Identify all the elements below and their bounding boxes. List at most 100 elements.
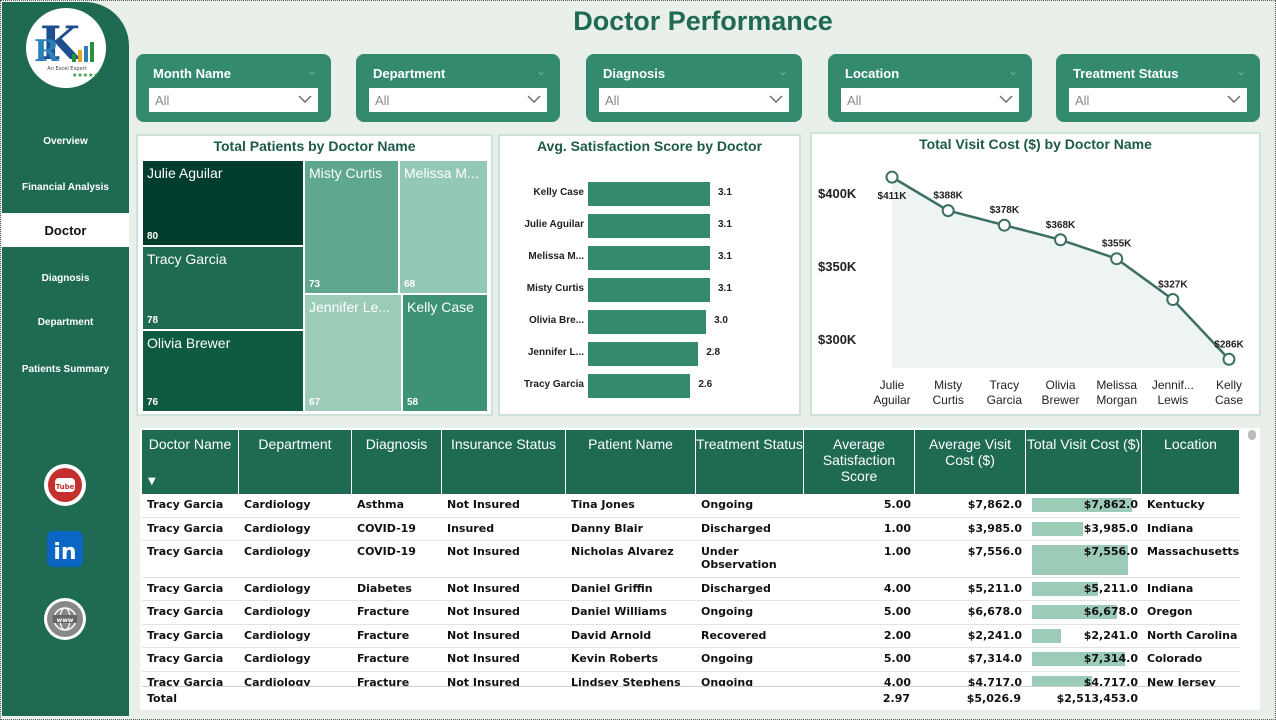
bar[interactable] bbox=[588, 278, 710, 302]
column-header[interactable]: Insurance Status bbox=[442, 430, 566, 494]
x-tick-label: Olivia bbox=[1045, 378, 1075, 392]
table-cell: $7,314.0 bbox=[967, 652, 1022, 665]
sort-desc-icon[interactable]: ▼ bbox=[148, 476, 156, 487]
table-cell: Fracture bbox=[357, 652, 410, 665]
chevron-down-icon[interactable]: ⌄ bbox=[777, 64, 788, 78]
data-point[interactable] bbox=[941, 204, 955, 218]
slicer-label: Location bbox=[845, 66, 900, 81]
table-cell: $3,985.0 bbox=[1083, 522, 1138, 535]
column-header[interactable]: Patient Name bbox=[566, 430, 696, 494]
chevron-down-icon[interactable]: ⌄ bbox=[306, 64, 317, 78]
patient-table: Doctor Name Department Diagnosis Insurance … bbox=[140, 428, 1260, 710]
logo-subtitle: An Excel Expert bbox=[47, 66, 87, 72]
column-header[interactable]: Total Visit Cost ($) bbox=[1026, 430, 1142, 494]
nav-financial-analysis[interactable]: Financial Analysis bbox=[22, 181, 109, 193]
treemap-tile[interactable]: Jennifer Le... 67 bbox=[304, 294, 402, 412]
table-row[interactable]: Tracy Garcia Cardiology Fracture Not Insure… bbox=[142, 601, 1240, 625]
bar-row: Julie Aguilar 3.1 bbox=[500, 214, 800, 238]
table-cell: $6,678.0 bbox=[967, 605, 1022, 618]
chevron-down-icon[interactable]: ⌄ bbox=[1235, 64, 1246, 78]
table-row[interactable]: Tracy Garcia Cardiology Fracture Not Insure… bbox=[142, 648, 1240, 672]
treemap-tile[interactable]: Melissa M... 68 bbox=[399, 160, 488, 294]
chevron-down-icon bbox=[999, 95, 1013, 103]
column-header[interactable]: Diagnosis bbox=[352, 430, 442, 494]
bar-label: Olivia Bre... bbox=[528, 315, 584, 326]
treemap-tile[interactable]: Tracy Garcia 78 bbox=[142, 246, 304, 330]
table-scrollbar[interactable] bbox=[1248, 430, 1256, 440]
slicer-location: Location ⌄ All bbox=[828, 54, 1032, 122]
table-cell: Massachusetts bbox=[1147, 545, 1240, 558]
table-row[interactable]: Tracy Garcia Cardiology Diabetes Not Insure… bbox=[142, 578, 1240, 601]
bar[interactable] bbox=[588, 214, 710, 238]
x-tick-label: Julie bbox=[880, 378, 905, 392]
table-row[interactable]: Tracy Garcia Cardiology COVID-19 Not Insure… bbox=[142, 541, 1240, 578]
table-row[interactable]: Tracy Garcia Cardiology Asthma Not Insured T… bbox=[142, 494, 1240, 518]
table-cell: $7,862.0 bbox=[967, 498, 1022, 511]
bar-value-label: 3.1 bbox=[718, 187, 732, 198]
table-cell: Danny Blair bbox=[571, 522, 643, 535]
table-row[interactable]: Tracy Garcia Cardiology Fracture Not Insure… bbox=[142, 625, 1240, 648]
diagnosis-dropdown[interactable]: All bbox=[599, 88, 789, 112]
bar[interactable] bbox=[588, 182, 710, 206]
table-cell: Not Insured bbox=[447, 605, 520, 618]
treemap-tile-value: 58 bbox=[407, 397, 419, 408]
bar-label: Julie Aguilar bbox=[524, 219, 584, 230]
x-tick-label: Misty bbox=[934, 378, 962, 392]
column-header[interactable]: Average Visit Cost ($) bbox=[915, 430, 1026, 494]
table-cell: Fracture bbox=[357, 629, 410, 642]
linkedin-icon[interactable]: in bbox=[44, 528, 86, 570]
chevron-down-icon[interactable]: ⌄ bbox=[1007, 64, 1018, 78]
column-header[interactable]: Doctor Name bbox=[142, 430, 239, 494]
column-header[interactable]: Treatment Status bbox=[696, 430, 804, 494]
youtube-icon[interactable]: Tube bbox=[44, 464, 86, 506]
table-cell: Cardiology bbox=[244, 582, 311, 595]
department-dropdown[interactable]: All bbox=[369, 88, 547, 112]
treemap-tile[interactable]: Kelly Case 58 bbox=[402, 294, 488, 412]
data-point[interactable] bbox=[1054, 233, 1067, 247]
data-point[interactable] bbox=[1166, 293, 1180, 307]
nav-diagnosis[interactable]: Diagnosis bbox=[41, 272, 90, 284]
nav-doctor[interactable]: Doctor bbox=[2, 213, 129, 247]
table-cell: 4.00 bbox=[883, 676, 911, 689]
svg-text:in: in bbox=[53, 540, 76, 565]
treatment-status-dropdown[interactable]: All bbox=[1069, 88, 1247, 112]
bar-label: Tracy Garcia bbox=[523, 379, 584, 390]
bar[interactable] bbox=[588, 342, 699, 366]
website-icon[interactable]: www bbox=[44, 598, 86, 640]
nav-overview[interactable]: Overview bbox=[43, 135, 88, 147]
column-header[interactable]: Average Satisfaction Score bbox=[804, 430, 915, 494]
nav-department[interactable]: Department bbox=[37, 316, 94, 328]
x-tick-label: Garcia bbox=[987, 393, 1023, 407]
treemap-tile[interactable]: Julie Aguilar 80 bbox=[142, 160, 304, 246]
data-point[interactable] bbox=[1110, 252, 1124, 266]
treemap-tile-value: 80 bbox=[147, 231, 159, 242]
nav-patients-summary[interactable]: Patients Summary bbox=[21, 363, 110, 375]
table-cell: Oregon bbox=[1147, 605, 1193, 618]
chevron-down-icon[interactable]: ⌄ bbox=[535, 64, 546, 78]
bar[interactable] bbox=[588, 374, 691, 398]
table-row[interactable]: Tracy Garcia Cardiology COVID-19 Insured Dan… bbox=[142, 518, 1240, 541]
table-cell: Not Insured bbox=[447, 582, 520, 595]
data-label: $411K bbox=[878, 191, 908, 202]
bar[interactable] bbox=[588, 246, 710, 270]
slicer-value: All bbox=[847, 92, 862, 108]
cost-databar bbox=[1032, 522, 1083, 536]
location-dropdown[interactable]: All bbox=[841, 88, 1019, 112]
treemap-tile-name: Misty Curtis bbox=[309, 165, 383, 181]
data-point[interactable] bbox=[885, 170, 899, 184]
table-cell: Discharged bbox=[701, 522, 771, 535]
month-name-dropdown[interactable]: All bbox=[149, 88, 318, 112]
table-cell: Tracy Garcia bbox=[147, 498, 224, 511]
treemap-tile-value: 68 bbox=[404, 279, 416, 290]
treemap-tile-name: Melissa M... bbox=[404, 165, 479, 181]
data-point[interactable] bbox=[1222, 352, 1236, 366]
data-label: $378K bbox=[990, 205, 1020, 216]
bar[interactable] bbox=[588, 310, 707, 334]
column-header[interactable]: Department bbox=[239, 430, 352, 494]
treemap-tile[interactable]: Misty Curtis 73 bbox=[304, 160, 399, 294]
data-point[interactable] bbox=[997, 218, 1011, 232]
column-header[interactable]: Location bbox=[1142, 430, 1240, 494]
bar-value-label: 2.8 bbox=[706, 347, 721, 358]
treemap-tile[interactable]: Olivia Brewer 76 bbox=[142, 330, 304, 412]
x-tick-label: Case bbox=[1215, 393, 1243, 407]
